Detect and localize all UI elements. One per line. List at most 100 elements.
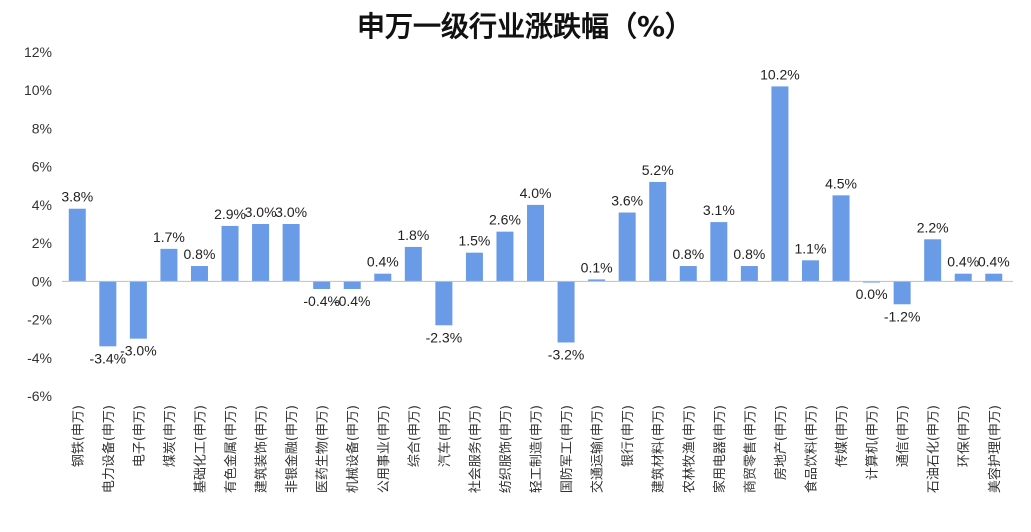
x-tick-label: 美容护理(申万)	[987, 405, 1003, 493]
bar	[771, 86, 789, 282]
data-label: 2.6%	[489, 212, 521, 228]
bar	[282, 224, 300, 282]
bar	[985, 273, 1003, 282]
bar	[618, 212, 636, 282]
x-tick-label: 轻工制造(申万)	[530, 405, 545, 493]
bar	[68, 208, 86, 282]
data-label: -3.4%	[90, 350, 127, 366]
x-tick-label: 电子(申万)	[132, 405, 147, 467]
data-label: 0.1%	[581, 259, 613, 275]
data-label: 3.6%	[611, 193, 643, 209]
data-label: 0.8%	[184, 246, 216, 262]
x-tick-label: 公用事业(申万)	[377, 405, 392, 493]
x-tick-label: 综合(申万)	[407, 405, 422, 467]
bar	[588, 279, 606, 282]
x-tick-label: 有色金属(申万)	[223, 405, 239, 493]
data-label: -1.2%	[884, 308, 921, 324]
x-tick-label: 机械设备(申万)	[345, 405, 361, 493]
data-labels: 3.8%-3.4%-3.0%1.7%0.8%2.9%3.0%3.0%-0.4%-…	[61, 66, 1009, 366]
data-label: 4.5%	[825, 175, 857, 191]
y-tick-label: 4%	[32, 197, 52, 213]
bar	[129, 281, 147, 339]
y-tick-label: 10%	[24, 82, 52, 98]
data-label: 2.9%	[214, 206, 246, 222]
data-label: 3.0%	[275, 204, 307, 220]
data-label: -3.2%	[548, 346, 585, 362]
data-label: 1.8%	[397, 227, 429, 243]
x-tick-label: 计算机(申万)	[866, 405, 881, 480]
bar	[465, 252, 483, 282]
data-label: 2.2%	[917, 219, 949, 235]
x-tick-label: 国防军工(申万)	[559, 405, 575, 493]
x-tick-label: 电力设备(申万)	[101, 405, 117, 493]
data-label: 3.0%	[245, 204, 277, 220]
x-tick-label: 社会服务(申万)	[467, 405, 483, 493]
data-label: -2.3%	[426, 329, 463, 345]
bar	[404, 246, 422, 282]
data-label: 5.2%	[642, 162, 674, 178]
x-tick-label: 汽车(申万)	[437, 405, 453, 467]
x-tick-label: 石油石化(申万)	[927, 405, 942, 493]
data-label: 1.1%	[795, 240, 827, 256]
bar	[190, 266, 208, 282]
data-label: 1.7%	[153, 229, 185, 245]
chart-title: 申万一级行业涨跌幅（%）	[357, 10, 693, 43]
data-label: 0.8%	[672, 246, 704, 262]
x-tick-label: 建筑材料(申万)	[651, 405, 667, 493]
x-tick-label: 交通运输(申万)	[590, 405, 606, 493]
bar	[374, 273, 392, 282]
bar	[832, 195, 850, 282]
bar	[221, 225, 239, 282]
data-label: 4.0%	[520, 185, 552, 201]
bar	[649, 181, 667, 282]
x-tick-label: 通信(申万)	[896, 405, 911, 467]
data-label: 0.4%	[947, 254, 979, 270]
x-tick-label: 银行(申万)	[621, 405, 636, 467]
y-tick-label: 6%	[32, 159, 52, 175]
x-tick-label: 建筑装饰(申万)	[254, 405, 270, 493]
bar	[435, 281, 453, 326]
bar	[252, 224, 270, 282]
bar	[160, 248, 178, 282]
data-label: 0.4%	[978, 254, 1010, 270]
bar	[496, 231, 514, 282]
bar-series	[68, 86, 1003, 347]
bar	[343, 281, 361, 289]
x-tick-label: 纺织服饰(申万)	[499, 405, 514, 493]
bar	[801, 260, 819, 282]
data-label: 3.8%	[61, 189, 93, 205]
bar	[924, 239, 942, 282]
bar	[954, 273, 972, 282]
x-tick-label: 钢铁(申万)	[71, 405, 86, 467]
data-label: -0.4%	[334, 293, 371, 309]
bar	[710, 222, 728, 282]
x-tick-label: 煤炭(申万)	[163, 405, 178, 467]
x-tick-label: 非银金融(申万)	[284, 405, 300, 493]
bar	[527, 204, 545, 282]
x-tick-label: 家用电器(申万)	[712, 405, 728, 493]
data-label: -0.4%	[303, 293, 340, 309]
bar	[740, 266, 758, 282]
data-label: 3.1%	[703, 202, 735, 218]
data-label: 0.4%	[367, 254, 399, 270]
x-tick-label: 食品饮料(申万)	[803, 405, 819, 493]
x-tick-label: 基础化工(申万)	[193, 405, 208, 493]
data-label: 10.2%	[760, 66, 800, 82]
bar	[679, 266, 697, 282]
data-label: -3.0%	[120, 343, 157, 359]
bar	[893, 281, 911, 305]
bar	[99, 281, 117, 347]
x-tick-label: 农林牧渔(申万)	[682, 405, 697, 493]
x-tick-label: 商贸零售(申万)	[742, 405, 758, 493]
bar	[313, 281, 331, 289]
y-tick-label: -4%	[27, 350, 52, 366]
bar	[863, 281, 881, 283]
x-tick-label: 房地产(申万)	[773, 405, 789, 480]
x-tick-label: 传媒(申万)	[835, 405, 850, 467]
bar	[557, 281, 575, 343]
y-tick-label: 12%	[24, 44, 52, 60]
y-tick-label: 8%	[32, 120, 52, 136]
data-label: 0.8%	[733, 246, 765, 262]
